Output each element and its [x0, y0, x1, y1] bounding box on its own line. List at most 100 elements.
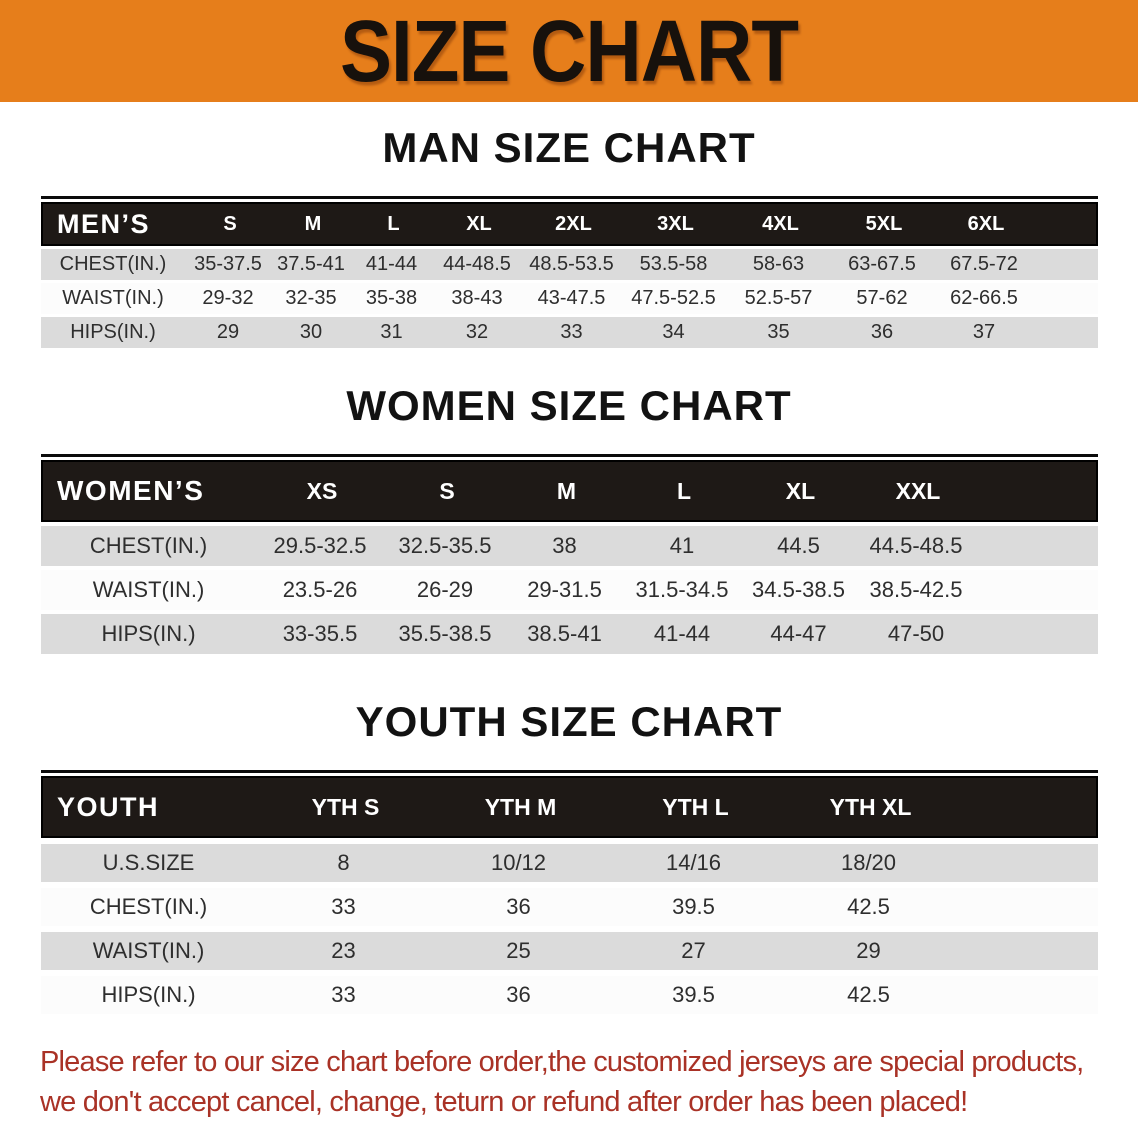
- size-value: 48.5-53.5: [529, 253, 614, 275]
- size-value: 29.5-32.5: [273, 533, 367, 558]
- size-value: 63-67.5: [848, 253, 916, 275]
- men-chart-heading: MAN SIZE CHART: [382, 124, 756, 171]
- column-header: M: [556, 477, 577, 504]
- table-top-border: [41, 770, 1098, 773]
- men-header-row: MEN’S S M L XL 2XL 3XL 4XL 5XL 6XL: [41, 202, 1098, 246]
- size-value: 32-35: [285, 287, 337, 309]
- column-header: 2XL: [555, 212, 592, 235]
- size-value: 42.5: [847, 982, 890, 1007]
- size-value: 33: [331, 982, 356, 1007]
- column-header: L: [387, 212, 400, 235]
- column-header: 4XL: [762, 212, 799, 235]
- size-value: 36: [870, 321, 894, 343]
- row-label: CHEST(IN.): [89, 533, 208, 558]
- size-value: 36: [506, 982, 531, 1007]
- youth-corner-label: YOUTH: [57, 791, 159, 822]
- women-corner-label: WOMEN’S: [57, 475, 205, 506]
- size-value: 36: [506, 894, 531, 919]
- disclaimer-line-1: Please refer to our size chart before or…: [40, 1046, 1084, 1078]
- size-value: 57-62: [856, 287, 908, 309]
- size-value: 33: [331, 894, 356, 919]
- size-value: 38.5-41: [527, 621, 602, 646]
- size-value: 38-43: [451, 287, 503, 309]
- women-header-row: WOMEN’S XS S M L XL XXL: [41, 460, 1098, 522]
- disclaimer-text: Please refer to our size chart before or…: [40, 1042, 1138, 1122]
- men-chest-row: CHEST(IN.) 35-37.5 37.5-41 41-44 44-48.5…: [41, 249, 1098, 280]
- size-value: 44-48.5: [443, 253, 511, 275]
- column-header: XXL: [895, 477, 941, 504]
- size-value: 27: [681, 938, 706, 963]
- size-value: 42.5: [847, 894, 890, 919]
- row-label: HIPS(IN.): [101, 982, 196, 1007]
- size-value: 53.5-58: [639, 253, 708, 275]
- size-value: 38: [552, 533, 577, 558]
- size-value: 41-44: [653, 621, 711, 646]
- size-value: 35-38: [365, 287, 418, 309]
- size-value: 35: [767, 321, 790, 343]
- size-value: 10/12: [490, 850, 547, 875]
- column-header: XL: [466, 212, 492, 235]
- size-value: 67.5-72: [950, 253, 1018, 275]
- size-value: 52.5-57: [744, 287, 813, 309]
- column-header: S: [223, 212, 237, 235]
- size-chart-banner: SIZE CHART: [0, 0, 1138, 102]
- youth-ussize-row: U.S.SIZE 8 10/12 14/16 18/20: [41, 844, 1098, 882]
- size-value: 18/20: [840, 850, 897, 875]
- size-value: 30: [299, 321, 323, 343]
- column-header: YTH S: [311, 793, 380, 820]
- column-header: XL: [785, 477, 816, 504]
- disclaimer-line-2: we don't accept cancel, change, teturn o…: [40, 1086, 968, 1118]
- women-size-table: WOMEN’S XS S M L XL XXL CHEST(IN.) 29.5-…: [41, 454, 1098, 654]
- column-header: 3XL: [657, 212, 694, 235]
- column-header: YTH L: [662, 793, 729, 820]
- row-label: WAIST(IN.): [92, 577, 205, 602]
- row-label: WAIST(IN.): [92, 938, 205, 963]
- youth-waist-row: WAIST(IN.) 23 25 27 29: [41, 932, 1098, 970]
- youth-size-table: YOUTH YTH S YTH M YTH L YTH XL U.S.SIZE …: [41, 770, 1098, 1014]
- row-label: CHEST(IN.): [59, 253, 167, 275]
- size-value: 47.5-52.5: [631, 287, 716, 309]
- size-value: 26-29: [416, 577, 474, 602]
- size-value: 25: [506, 938, 531, 963]
- size-value: 38.5-42.5: [869, 577, 963, 602]
- row-label: HIPS(IN.): [101, 621, 196, 646]
- size-value: 14/16: [665, 850, 722, 875]
- men-corner-label: MEN’S: [57, 208, 151, 239]
- size-value: 39.5: [672, 982, 715, 1007]
- size-value: 23.5-26: [282, 577, 358, 602]
- size-value: 47-50: [887, 621, 945, 646]
- column-header: S: [439, 477, 455, 504]
- table-top-border: [41, 454, 1098, 457]
- size-value: 33: [560, 321, 583, 343]
- size-value: 29: [856, 938, 881, 963]
- men-size-table: MEN’S S M L XL 2XL 3XL 4XL 5XL 6XL CHEST…: [41, 196, 1098, 348]
- size-value: 37.5-41: [277, 253, 345, 275]
- size-value: 44-47: [770, 621, 827, 646]
- size-value: 35.5-38.5: [398, 621, 492, 646]
- column-header: 5XL: [865, 212, 903, 235]
- size-value: 39.5: [672, 894, 715, 919]
- size-value: 32.5-35.5: [398, 533, 492, 558]
- size-value: 35-37.5: [194, 253, 262, 275]
- size-value: 37: [972, 321, 996, 343]
- column-header: M: [304, 212, 322, 235]
- row-label: WAIST(IN.): [62, 287, 164, 309]
- youth-chart-heading: YOUTH SIZE CHART: [355, 698, 783, 745]
- size-value: 34.5-38.5: [752, 577, 845, 602]
- row-label: HIPS(IN.): [70, 321, 156, 343]
- women-chart-heading: WOMEN SIZE CHART: [346, 382, 792, 429]
- size-value: 31: [380, 321, 403, 343]
- column-header: YTH M: [484, 793, 557, 820]
- youth-chest-row: CHEST(IN.) 33 36 39.5 42.5: [41, 888, 1098, 926]
- size-value: 41: [669, 533, 695, 558]
- women-waist-row: WAIST(IN.) 23.5-26 26-29 29-31.5 31.5-34…: [41, 570, 1098, 610]
- column-header: L: [676, 477, 692, 504]
- size-value: 8: [337, 850, 350, 875]
- size-value: 33-35.5: [282, 621, 358, 646]
- row-label: CHEST(IN.): [89, 894, 208, 919]
- banner-title: SIZE CHART: [340, 1, 799, 100]
- size-value: 41-44: [365, 253, 418, 275]
- men-hips-row: HIPS(IN.) 29 30 31 32 33 34 35 36 37: [41, 317, 1098, 348]
- size-value: 29-32: [202, 287, 254, 309]
- size-value: 43-47.5: [537, 287, 606, 309]
